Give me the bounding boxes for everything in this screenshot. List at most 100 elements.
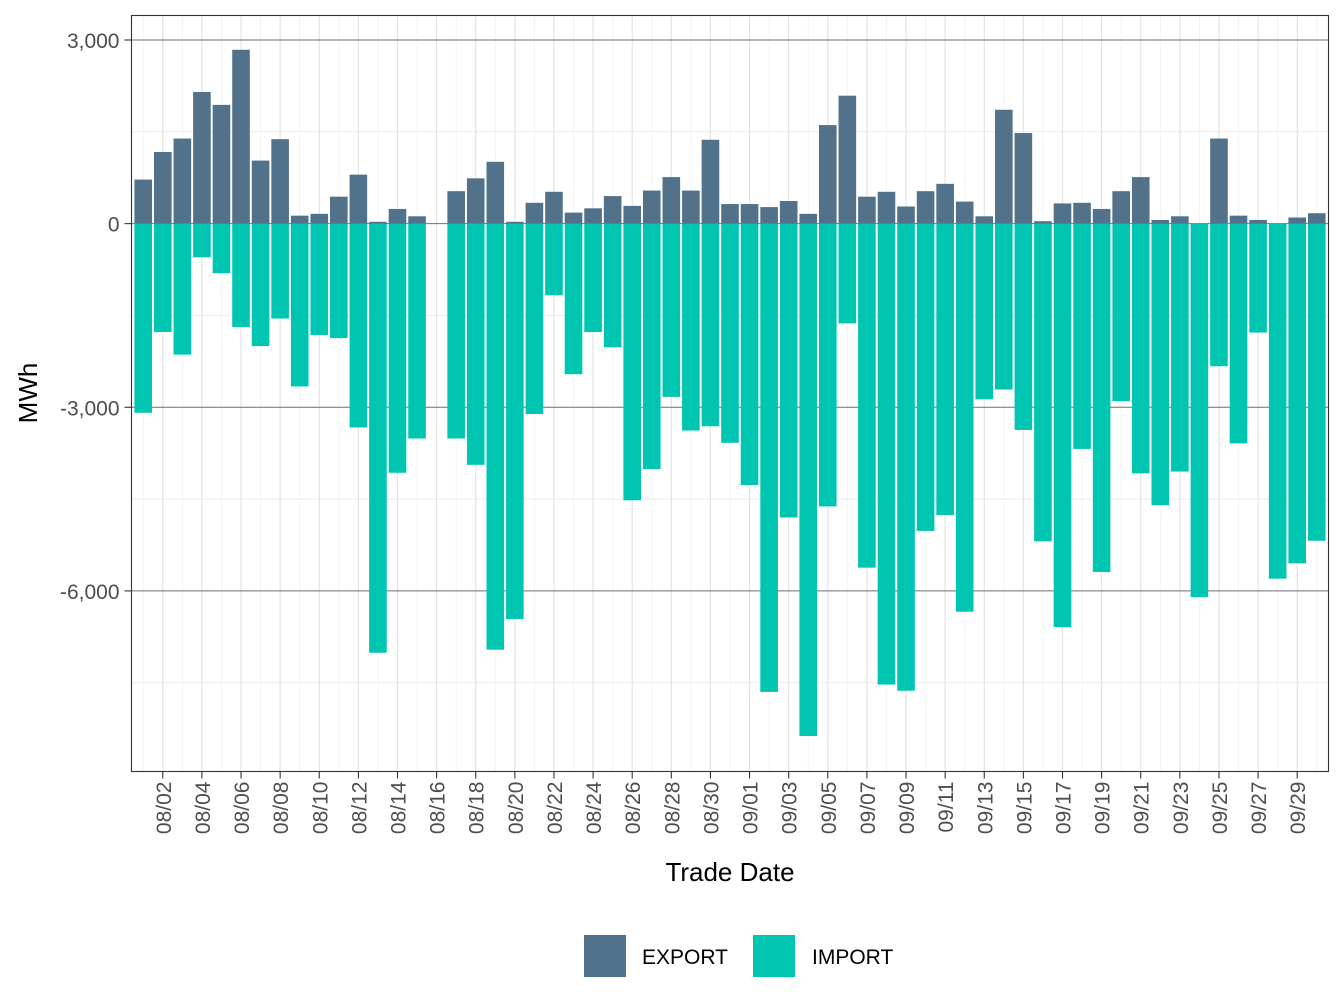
bar-import-08-05	[212, 223, 231, 274]
x-tick-label: 08/24	[583, 781, 606, 834]
bar-export-09-20	[1112, 191, 1130, 224]
bar-export-09-01	[740, 204, 759, 224]
bar-export-08-10	[310, 213, 329, 224]
legend-key-import	[753, 935, 795, 977]
x-tick-label: 08/16	[427, 782, 450, 835]
bar-export-09-25	[1210, 138, 1228, 224]
bar-import-09-06	[838, 223, 857, 324]
bar-import-08-20	[506, 223, 524, 620]
x-tick-label: 08/18	[466, 782, 489, 835]
bar-import-09-12	[955, 223, 974, 612]
bar-import-08-15	[408, 223, 426, 439]
bar-import-09-16	[1034, 223, 1052, 542]
x-tick-label: 08/26	[622, 782, 645, 835]
bar-export-09-30	[1307, 213, 1326, 224]
x-tick-label: 09/21	[1131, 782, 1154, 835]
bar-import-08-12	[349, 223, 368, 428]
bar-import-08-07	[251, 223, 270, 347]
bar-export-09-29	[1288, 217, 1307, 224]
x-tick-label: 09/15	[1013, 782, 1036, 835]
y-axis: 3,000 0 -3,000 -6,000	[60, 30, 132, 604]
bar-export-08-27	[642, 190, 661, 224]
bar-import-08-27	[642, 223, 661, 470]
bar-export-08-17	[447, 191, 465, 224]
bar-export-08-19	[486, 161, 505, 224]
bar-import-09-07	[858, 223, 876, 568]
bar-export-08-03	[173, 138, 192, 224]
bar-import-09-09	[897, 223, 915, 691]
bar-export-09-03	[779, 200, 798, 224]
bar-import-08-13	[369, 223, 387, 653]
bar-export-09-05	[818, 125, 837, 224]
bar-import-08-02	[153, 223, 172, 332]
bar-export-08-01	[134, 179, 153, 224]
x-tick-label: 09/27	[1248, 782, 1271, 835]
x-tick-label: 08/10	[309, 782, 332, 835]
bar-export-09-09	[897, 206, 915, 224]
bar-export-09-10	[916, 191, 935, 224]
bar-import-08-25	[603, 223, 622, 348]
bar-import-08-26	[623, 223, 642, 501]
bar-import-08-03	[173, 223, 192, 355]
plot-panel-border	[130, 14, 1330, 773]
bar-import-08-11	[330, 223, 348, 339]
y-tick-label: -6,000	[60, 581, 120, 604]
bar-import-09-08	[877, 223, 896, 685]
bar-export-09-08	[877, 191, 896, 224]
x-tick-label: 08/30	[700, 782, 723, 835]
bar-export-08-23	[564, 212, 583, 224]
bar-export-08-12	[349, 174, 368, 224]
x-tick-label: 09/07	[857, 782, 880, 835]
bar-export-09-04	[799, 213, 818, 224]
bar-export-09-07	[858, 196, 876, 224]
bar-import-09-27	[1249, 223, 1267, 333]
bar-import-08-08	[271, 223, 289, 319]
bar-import-09-21	[1131, 223, 1150, 474]
x-tick-label: 09/05	[818, 782, 841, 835]
x-tick-label: 08/06	[231, 782, 254, 835]
x-tick-label: 09/25	[1209, 782, 1232, 835]
bar-export-09-15	[1014, 133, 1033, 224]
y-tick-label: -3,000	[60, 397, 120, 420]
bar-export-08-18	[466, 178, 485, 224]
bar-import-09-19	[1092, 223, 1111, 572]
x-tick-label: 08/20	[505, 782, 528, 835]
bar-export-09-13	[975, 216, 994, 224]
bar-import-09-13	[975, 223, 994, 400]
x-tick-label: 09/09	[896, 782, 919, 835]
bar-export-08-09	[290, 215, 309, 224]
bar-export-09-02	[760, 207, 778, 224]
bar-export-08-30	[701, 139, 720, 224]
bar-import-08-06	[232, 223, 250, 328]
bar-import-08-31	[721, 223, 739, 443]
bar-export-08-13	[369, 221, 387, 224]
bar-export-09-16	[1034, 221, 1052, 224]
bar-export-08-20	[506, 221, 524, 224]
legend-label-import: IMPORT	[812, 946, 893, 969]
bar-export-09-23	[1171, 216, 1189, 224]
bar-import-09-05	[818, 223, 837, 507]
bar-export-08-05	[212, 104, 231, 224]
bar-import-08-23	[564, 223, 583, 375]
bar-export-08-22	[545, 191, 563, 224]
x-tick-label: 09/13	[974, 782, 997, 835]
y-tick-label: 3,000	[67, 30, 120, 53]
x-tick-label: 08/08	[270, 782, 293, 835]
bar-import-09-15	[1014, 223, 1033, 430]
bar-export-09-06	[838, 95, 857, 224]
bar-import-09-10	[916, 223, 935, 531]
bar-import-09-03	[779, 223, 798, 518]
x-tick-label: 09/01	[740, 782, 763, 835]
bar-export-08-26	[623, 205, 642, 224]
bar-import-08-17	[447, 223, 465, 439]
bar-import-09-02	[760, 223, 778, 692]
bar-import-09-14	[995, 223, 1013, 390]
bar-import-09-18	[1073, 223, 1091, 449]
bar-export-08-04	[193, 92, 211, 224]
bar-import-08-10	[310, 223, 329, 336]
x-tick-label: 09/11	[935, 782, 958, 833]
x-axis: 08/02 08/04 08/06 08/08 08/10 08/12 08/14 08/16…	[153, 771, 1310, 835]
x-tick-label: 08/14	[388, 781, 411, 834]
legend-key-export	[584, 935, 626, 977]
x-tick-label: 09/19	[1092, 782, 1115, 835]
